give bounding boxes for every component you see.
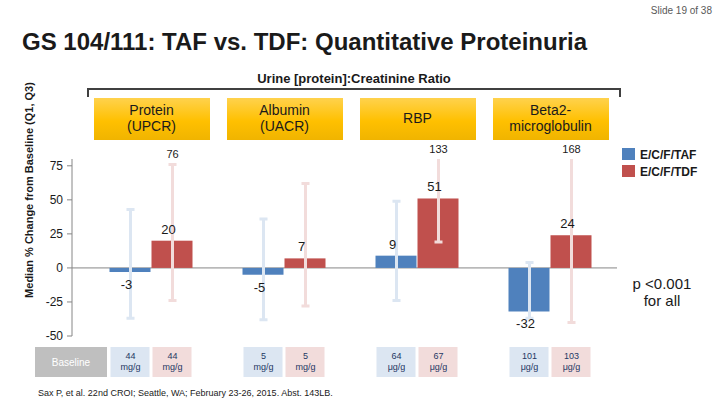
error-bar <box>260 219 268 320</box>
y-tick <box>67 233 72 234</box>
category-label: Beta2-microglobulin <box>506 103 596 134</box>
baseline-box <box>244 347 283 377</box>
y-tick <box>67 301 72 302</box>
y-tick <box>67 199 72 200</box>
y-tick-label: -25 <box>46 295 64 309</box>
y-tick-label: 75 <box>50 159 64 173</box>
baseline-box <box>552 347 591 377</box>
baseline-box <box>419 347 458 377</box>
category-label: Protein (UPCR) <box>107 103 197 134</box>
legend-swatch <box>622 165 635 177</box>
annotation-line: for all <box>644 292 681 309</box>
category-header: RBP <box>360 98 476 140</box>
category-header: Albumin (UACR) <box>227 98 343 140</box>
baseline-box <box>377 347 416 377</box>
category-header: Beta2-microglobulin <box>493 98 609 140</box>
data-label: 9 <box>389 237 396 252</box>
baseline-label-line: mg/g <box>295 362 315 372</box>
baseline-label-line: mg/g <box>120 362 140 372</box>
legend-label: E/C/F/TAF <box>640 148 696 162</box>
category-label: Albumin (UACR) <box>240 103 330 134</box>
annotation-line: p <0.001 <box>633 275 692 292</box>
plot-marks <box>110 159 592 322</box>
legend-swatch <box>622 148 635 160</box>
y-tick <box>67 336 72 337</box>
chart-canvas: Slide 19 of 38 GS 104/111: TAF vs. TDF: Q… <box>0 0 720 405</box>
baseline-label-line: 103 <box>564 351 579 361</box>
baseline-label: 5mg/g <box>253 351 273 372</box>
error-bar <box>568 159 576 322</box>
baseline-label: 67μg/g <box>430 351 448 372</box>
annotation: p <0.001for all <box>633 275 692 309</box>
page-label: Slide 19 of 38 <box>651 5 713 16</box>
y-tick <box>67 165 72 166</box>
y-tick-label: -50 <box>46 329 64 343</box>
q3-label: 133 <box>429 143 447 155</box>
baseline-label: 5mg/g <box>295 351 315 372</box>
y-tick-label: 25 <box>50 227 64 241</box>
baseline-label-line: 44 <box>125 351 135 361</box>
baseline-label-line: 5 <box>261 351 266 361</box>
baseline-label-line: 5 <box>303 351 308 361</box>
subtitle: Urine [protein]:Creatinine Ratio <box>257 71 451 86</box>
baseline-label-line: 64 <box>391 351 401 361</box>
slide: {"chart_data": { "type": "bar", "page_la… <box>0 0 720 405</box>
error-bar <box>435 159 443 242</box>
baseline-title: Baseline <box>52 357 91 368</box>
y-tick-label: 0 <box>56 261 63 275</box>
baseline-label-line: μg/g <box>430 362 448 372</box>
data-label: 7 <box>298 239 305 254</box>
legend-label: E/C/F/TDF <box>640 165 697 179</box>
q3-label: 76 <box>166 148 178 160</box>
error-bar <box>127 209 135 318</box>
baseline-box <box>111 347 150 377</box>
title: GS 104/111: TAF vs. TDF: Quantitative Pr… <box>22 28 588 55</box>
y-tick-label: 50 <box>50 193 64 207</box>
baseline-label: 64μg/g <box>388 351 406 372</box>
data-label: 51 <box>427 179 441 194</box>
y-axis-label: Median % Change from Baseline (Q1, Q3) <box>23 82 35 298</box>
data-label: -32 <box>516 316 535 331</box>
baseline-label-line: mg/g <box>253 362 273 372</box>
data-label: 20 <box>161 222 175 237</box>
subtitle-backing <box>251 70 457 87</box>
baseline-title-box <box>35 347 107 377</box>
source: Sax P, et al. 22nd CROI; Seattle, WA; Fe… <box>38 388 333 398</box>
category-label: RBP <box>403 111 432 127</box>
data-label: -5 <box>254 280 266 295</box>
baseline-label: 44mg/g <box>120 351 140 372</box>
baseline-box <box>286 347 325 377</box>
baseline-label: 101μg/g <box>521 351 539 372</box>
baseline-label-line: 67 <box>433 351 443 361</box>
error-bar <box>526 262 534 318</box>
baseline-label-line: 101 <box>522 351 537 361</box>
category-header: Protein (UPCR) <box>94 98 210 140</box>
data-label: -3 <box>121 277 133 292</box>
bracket <box>88 89 620 97</box>
baseline-box <box>510 347 549 377</box>
baseline-label-line: μg/g <box>521 362 539 372</box>
y-axis <box>72 159 73 336</box>
baseline-label: 103μg/g <box>563 351 581 372</box>
data-label: 24 <box>560 216 574 231</box>
baseline-label-line: μg/g <box>563 362 581 372</box>
q3-label: 168 <box>562 143 580 155</box>
baseline-box <box>153 347 192 377</box>
baseline-label-line: μg/g <box>388 362 406 372</box>
y-tick <box>67 267 72 268</box>
baseline-label: 44mg/g <box>162 351 182 372</box>
baseline-label-line: mg/g <box>162 362 182 372</box>
baseline-label-line: 44 <box>167 351 177 361</box>
